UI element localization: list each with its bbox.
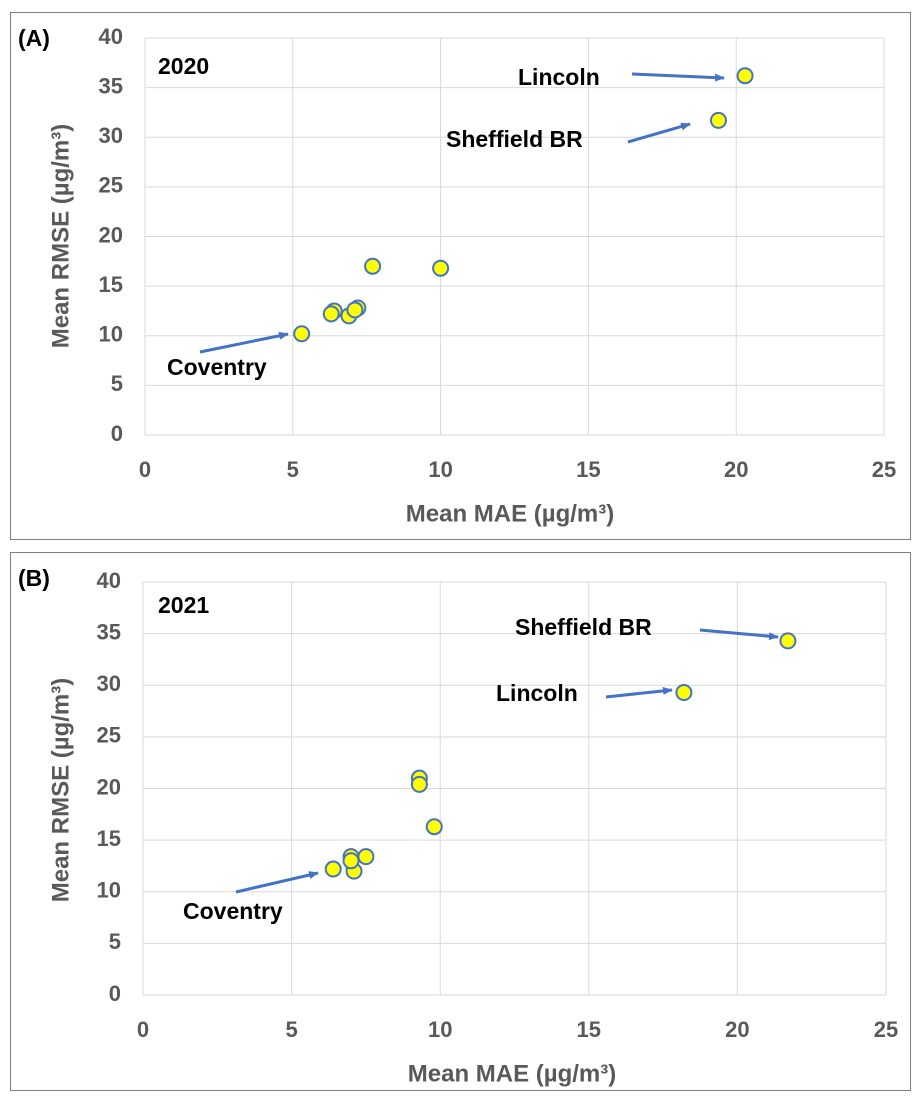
panel-border xyxy=(10,552,911,1091)
x-tick-label: 15 xyxy=(576,457,600,482)
y-tick-label: 5 xyxy=(109,929,121,954)
annotation-arrow xyxy=(699,628,779,641)
y-tick-label: 30 xyxy=(97,671,121,696)
y-tick-label: 35 xyxy=(97,619,121,644)
panel-border xyxy=(10,12,911,540)
x-tick-label: 10 xyxy=(428,1017,452,1042)
y-tick-label: 40 xyxy=(99,24,123,49)
panel-label: (B) xyxy=(18,565,50,591)
annotation-arrow xyxy=(631,72,725,82)
y-tick-label: 25 xyxy=(99,173,123,198)
annotation: Sheffield BR xyxy=(446,126,583,152)
y-tick-label: 20 xyxy=(99,222,123,247)
y-tick-label: 5 xyxy=(111,371,123,396)
y-tick-label: 25 xyxy=(97,723,121,748)
y-axis-label: Mean RMSE (µg/m³) xyxy=(47,124,74,349)
point xyxy=(709,111,727,129)
y-tick-label: 30 xyxy=(99,123,123,148)
annotation: Lincoln xyxy=(496,680,578,706)
x-tick-label: 10 xyxy=(428,457,452,482)
y-tick-label: 15 xyxy=(99,272,123,297)
annotation: Coventry xyxy=(183,898,283,924)
y-tick-label: 10 xyxy=(99,322,123,347)
panel-label: (A) xyxy=(18,25,50,51)
x-tick-label: 0 xyxy=(139,457,151,482)
y-tick-label: 40 xyxy=(97,568,121,593)
x-tick-label: 20 xyxy=(725,1017,749,1042)
point xyxy=(432,259,450,277)
point xyxy=(342,852,360,870)
point xyxy=(425,818,443,836)
annotation: Lincoln xyxy=(518,64,600,90)
annotation-arrow xyxy=(627,122,691,144)
x-tick-label: 25 xyxy=(874,1017,898,1042)
y-tick-label: 15 xyxy=(97,826,121,851)
y-axis-label: Mean RMSE (µg/m³) xyxy=(47,678,74,903)
x-tick-label: 25 xyxy=(872,457,896,482)
annotation-arrow xyxy=(235,871,319,894)
y-tick-label: 0 xyxy=(111,421,123,446)
chart-title: 2020 xyxy=(158,53,209,79)
x-tick-label: 5 xyxy=(285,1017,297,1042)
annotation: Sheffield BR xyxy=(515,614,652,640)
y-tick-label: 10 xyxy=(97,878,121,903)
point xyxy=(364,257,382,275)
point xyxy=(675,683,693,701)
x-tick-label: 0 xyxy=(137,1017,149,1042)
x-axis-label: Mean MAE (µg/m³) xyxy=(408,1060,617,1087)
x-tick-label: 15 xyxy=(577,1017,601,1042)
point xyxy=(293,325,311,343)
point xyxy=(322,305,340,323)
x-axis-label: Mean MAE (µg/m³) xyxy=(406,500,615,527)
chart-title: 2021 xyxy=(158,592,209,618)
annotation: Coventry xyxy=(167,354,267,380)
point xyxy=(346,301,364,319)
point xyxy=(410,775,428,793)
y-tick-label: 0 xyxy=(109,981,121,1006)
annotation-arrow xyxy=(199,331,289,354)
point xyxy=(779,632,797,650)
annotation-arrow xyxy=(605,686,673,699)
x-tick-label: 5 xyxy=(287,457,299,482)
point xyxy=(736,67,754,85)
y-tick-label: 35 xyxy=(99,73,123,98)
x-tick-label: 20 xyxy=(724,457,748,482)
y-tick-label: 20 xyxy=(97,774,121,799)
point xyxy=(357,848,375,866)
point xyxy=(324,860,342,878)
